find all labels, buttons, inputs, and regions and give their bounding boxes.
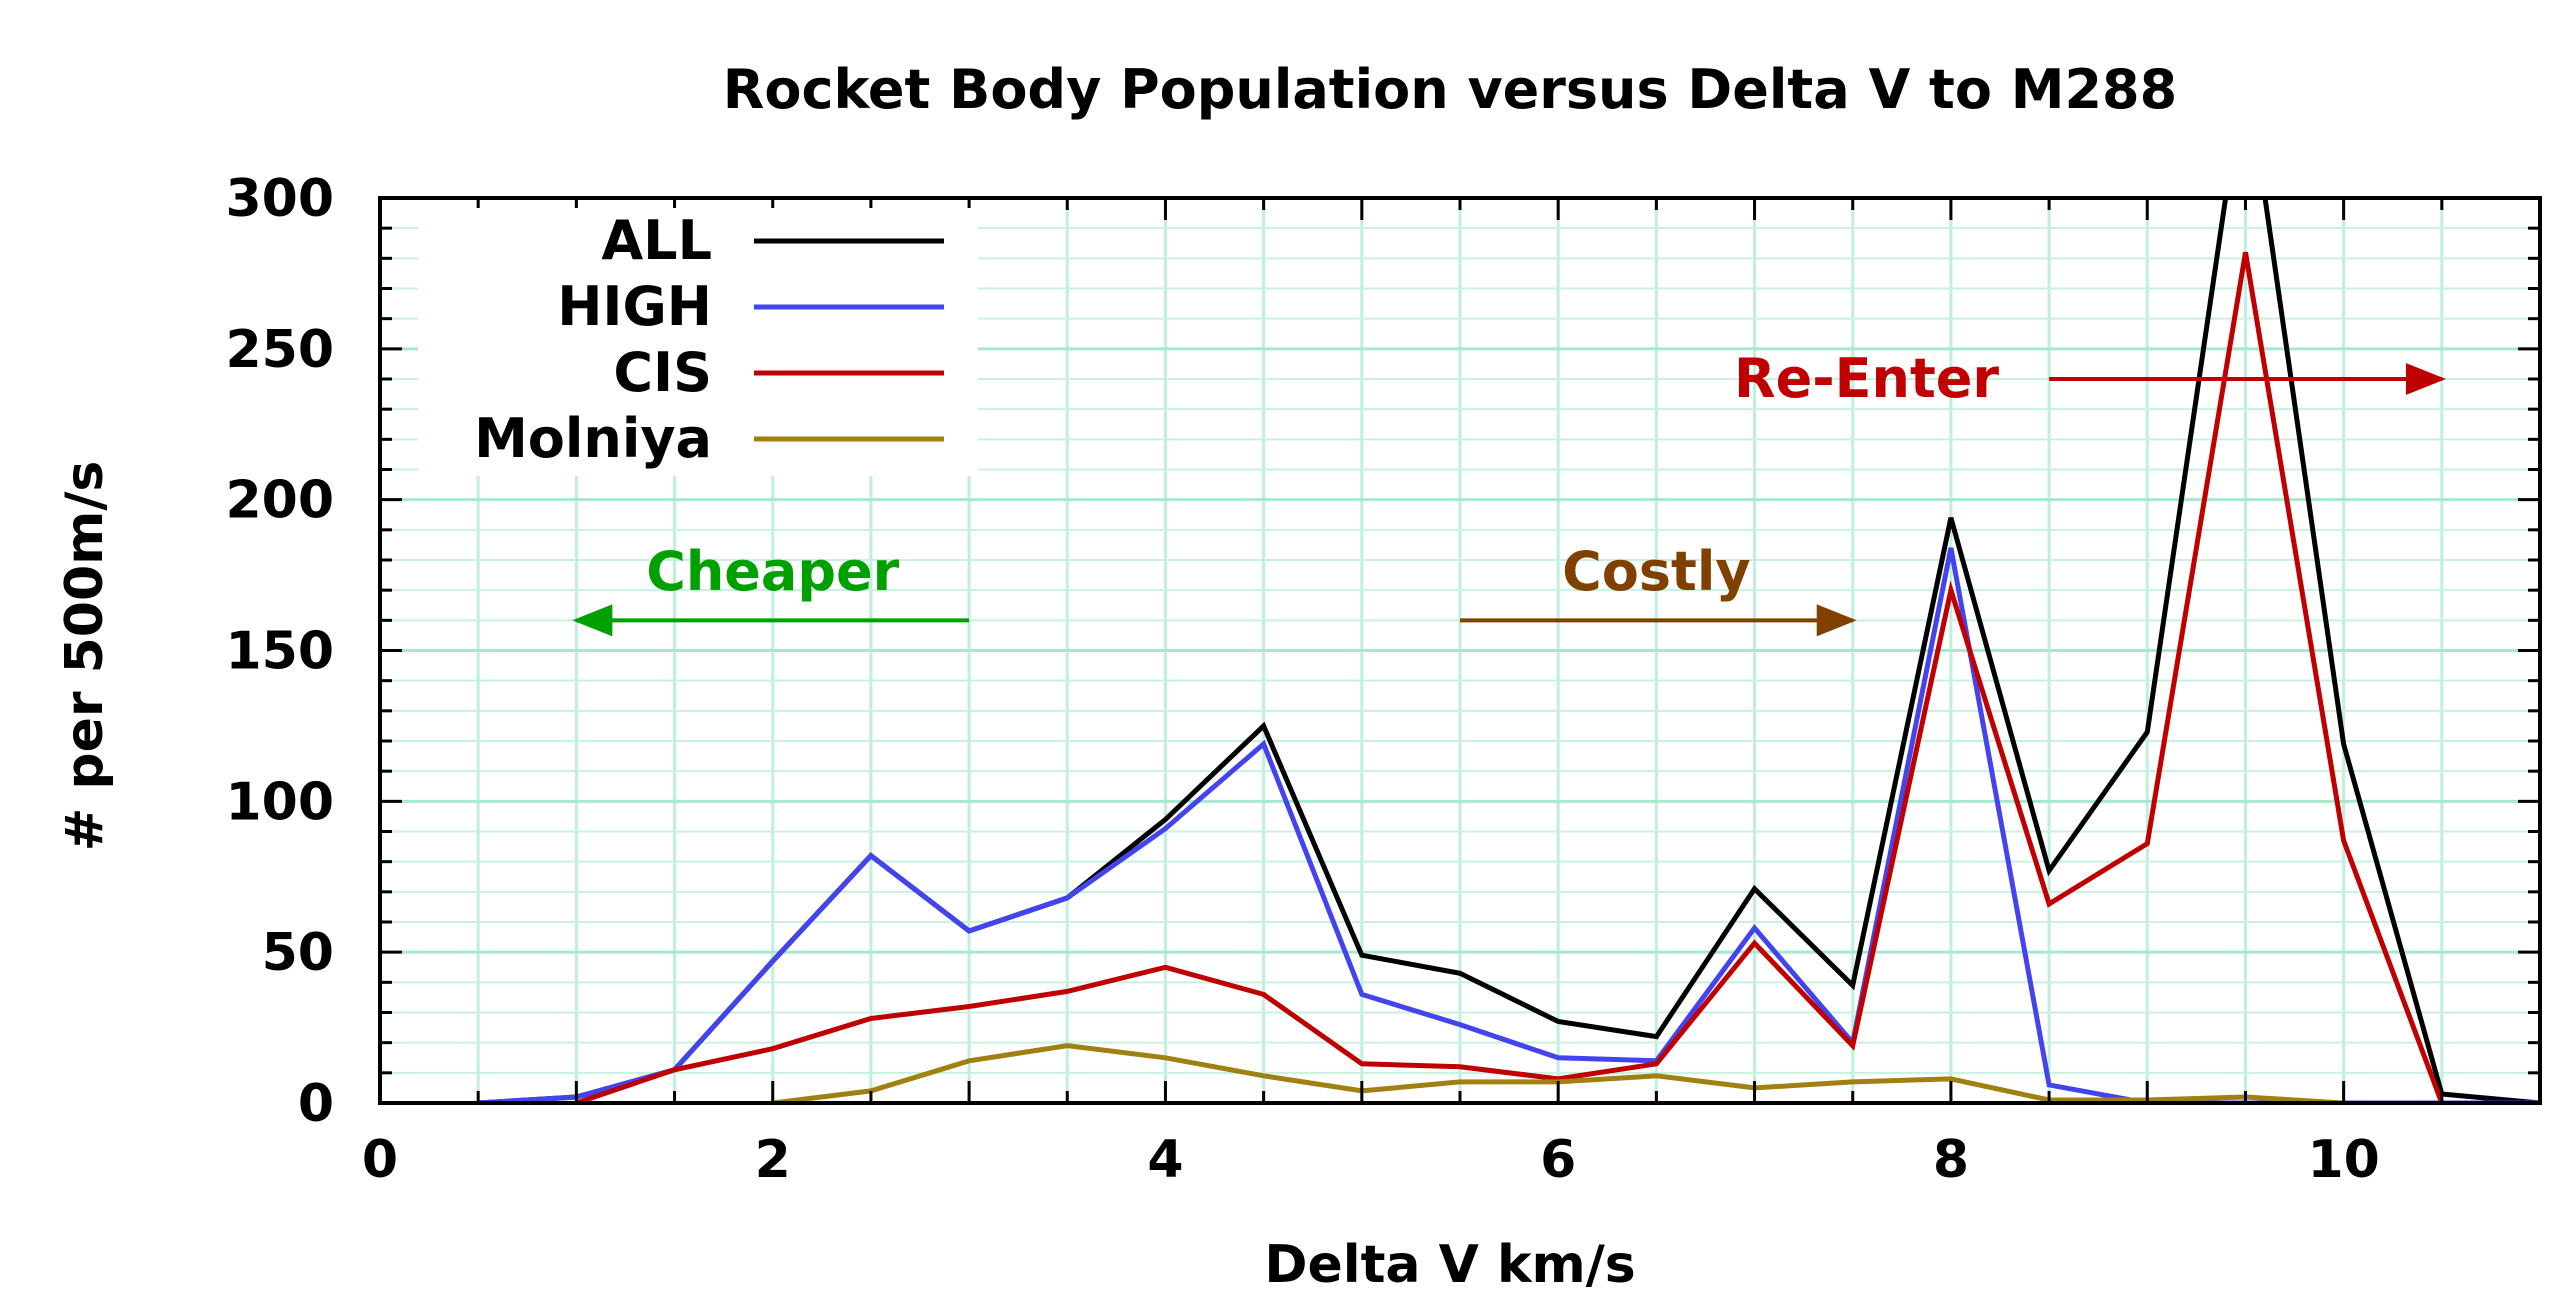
series-line-cis [575, 251, 2445, 1103]
series-line-high [478, 547, 2540, 1103]
y-axis-label: # per 500m/s [55, 461, 115, 852]
annotation-costly: Costly [1562, 540, 1750, 603]
x-tick-label: 8 [1933, 1130, 1969, 1190]
y-tick-label: 0 [298, 1074, 334, 1134]
y-tick-label: 200 [225, 471, 334, 531]
x-tick-label: 6 [1540, 1130, 1576, 1190]
y-tick-label: 150 [225, 622, 334, 682]
chart-title: Rocket Body Population versus Delta V to… [723, 58, 2177, 121]
x-tick-label: 2 [755, 1130, 791, 1190]
legend-box [418, 208, 978, 476]
annotation-re-enter: Re-Enter [1734, 347, 1999, 410]
legend-label-high: HIGH [557, 275, 712, 338]
x-tick-label: 0 [362, 1130, 398, 1190]
x-tick-label: 10 [2307, 1130, 2379, 1190]
y-tick-label: 50 [262, 923, 334, 983]
x-axis-label: Delta V km/s [1264, 1235, 1635, 1295]
legend-label-molniya: Molniya [474, 407, 712, 470]
legend-label-all: ALL [601, 209, 712, 272]
y-tick-label: 250 [225, 320, 334, 380]
y-tick-label: 300 [225, 169, 334, 229]
y-tick-label: 100 [225, 772, 334, 832]
x-tick-label: 4 [1147, 1130, 1183, 1190]
annotation-cheaper: Cheaper [646, 540, 899, 603]
legend-label-cis: CIS [613, 341, 712, 404]
